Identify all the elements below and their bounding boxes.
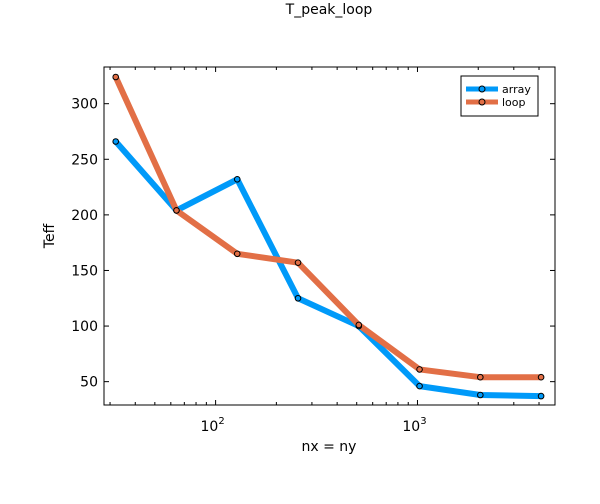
legend-marker-array	[478, 85, 486, 93]
series-line-loop	[112, 75, 542, 381]
data-point-array	[112, 138, 120, 145]
data-point-loop	[537, 373, 545, 381]
legend-box	[460, 75, 539, 117]
series-line-array	[113, 139, 542, 400]
x-tick-label: 103	[402, 416, 426, 435]
y-tick-label: 50	[80, 375, 98, 391]
x-tick-label: 102	[201, 416, 225, 435]
data-point-loop	[355, 321, 363, 329]
y-tick-label: 200	[71, 208, 98, 224]
data-point-loop	[112, 73, 120, 81]
data-point-loop	[416, 366, 423, 373]
data-point-loop	[294, 259, 302, 266]
y-axis: 50 100 150 200 250 300	[71, 97, 555, 391]
y-tick-label: 250	[71, 152, 98, 168]
x-axis-label: nx = ny	[302, 439, 357, 455]
legend-label-array: array	[502, 83, 531, 96]
data-point-array	[294, 294, 302, 302]
legend-marker-loop	[478, 98, 486, 106]
y-axis-label: Teff	[42, 223, 58, 249]
data-point-loop	[173, 207, 180, 214]
series-layer	[112, 73, 545, 400]
data-point-loop	[477, 373, 484, 381]
y-tick-label: 150	[71, 263, 98, 279]
y-tick-label: 100	[71, 319, 98, 335]
legend-label-loop: loop	[502, 96, 526, 109]
x-tick-base: 10	[201, 419, 219, 435]
chart-title: T_peak_loop	[285, 2, 373, 18]
plot-frame	[103, 66, 556, 406]
data-point-array	[477, 391, 484, 399]
data-point-array	[416, 382, 423, 390]
data-point-array	[537, 392, 545, 400]
x-axis: 102 103	[109, 67, 540, 435]
x-tick-base: 10	[402, 419, 420, 435]
data-point-array	[233, 175, 241, 183]
x-tick-exponent: 3	[420, 416, 426, 427]
y-tick-label: 300	[71, 97, 98, 113]
x-tick-exponent: 2	[218, 416, 224, 427]
data-point-loop	[233, 250, 241, 258]
